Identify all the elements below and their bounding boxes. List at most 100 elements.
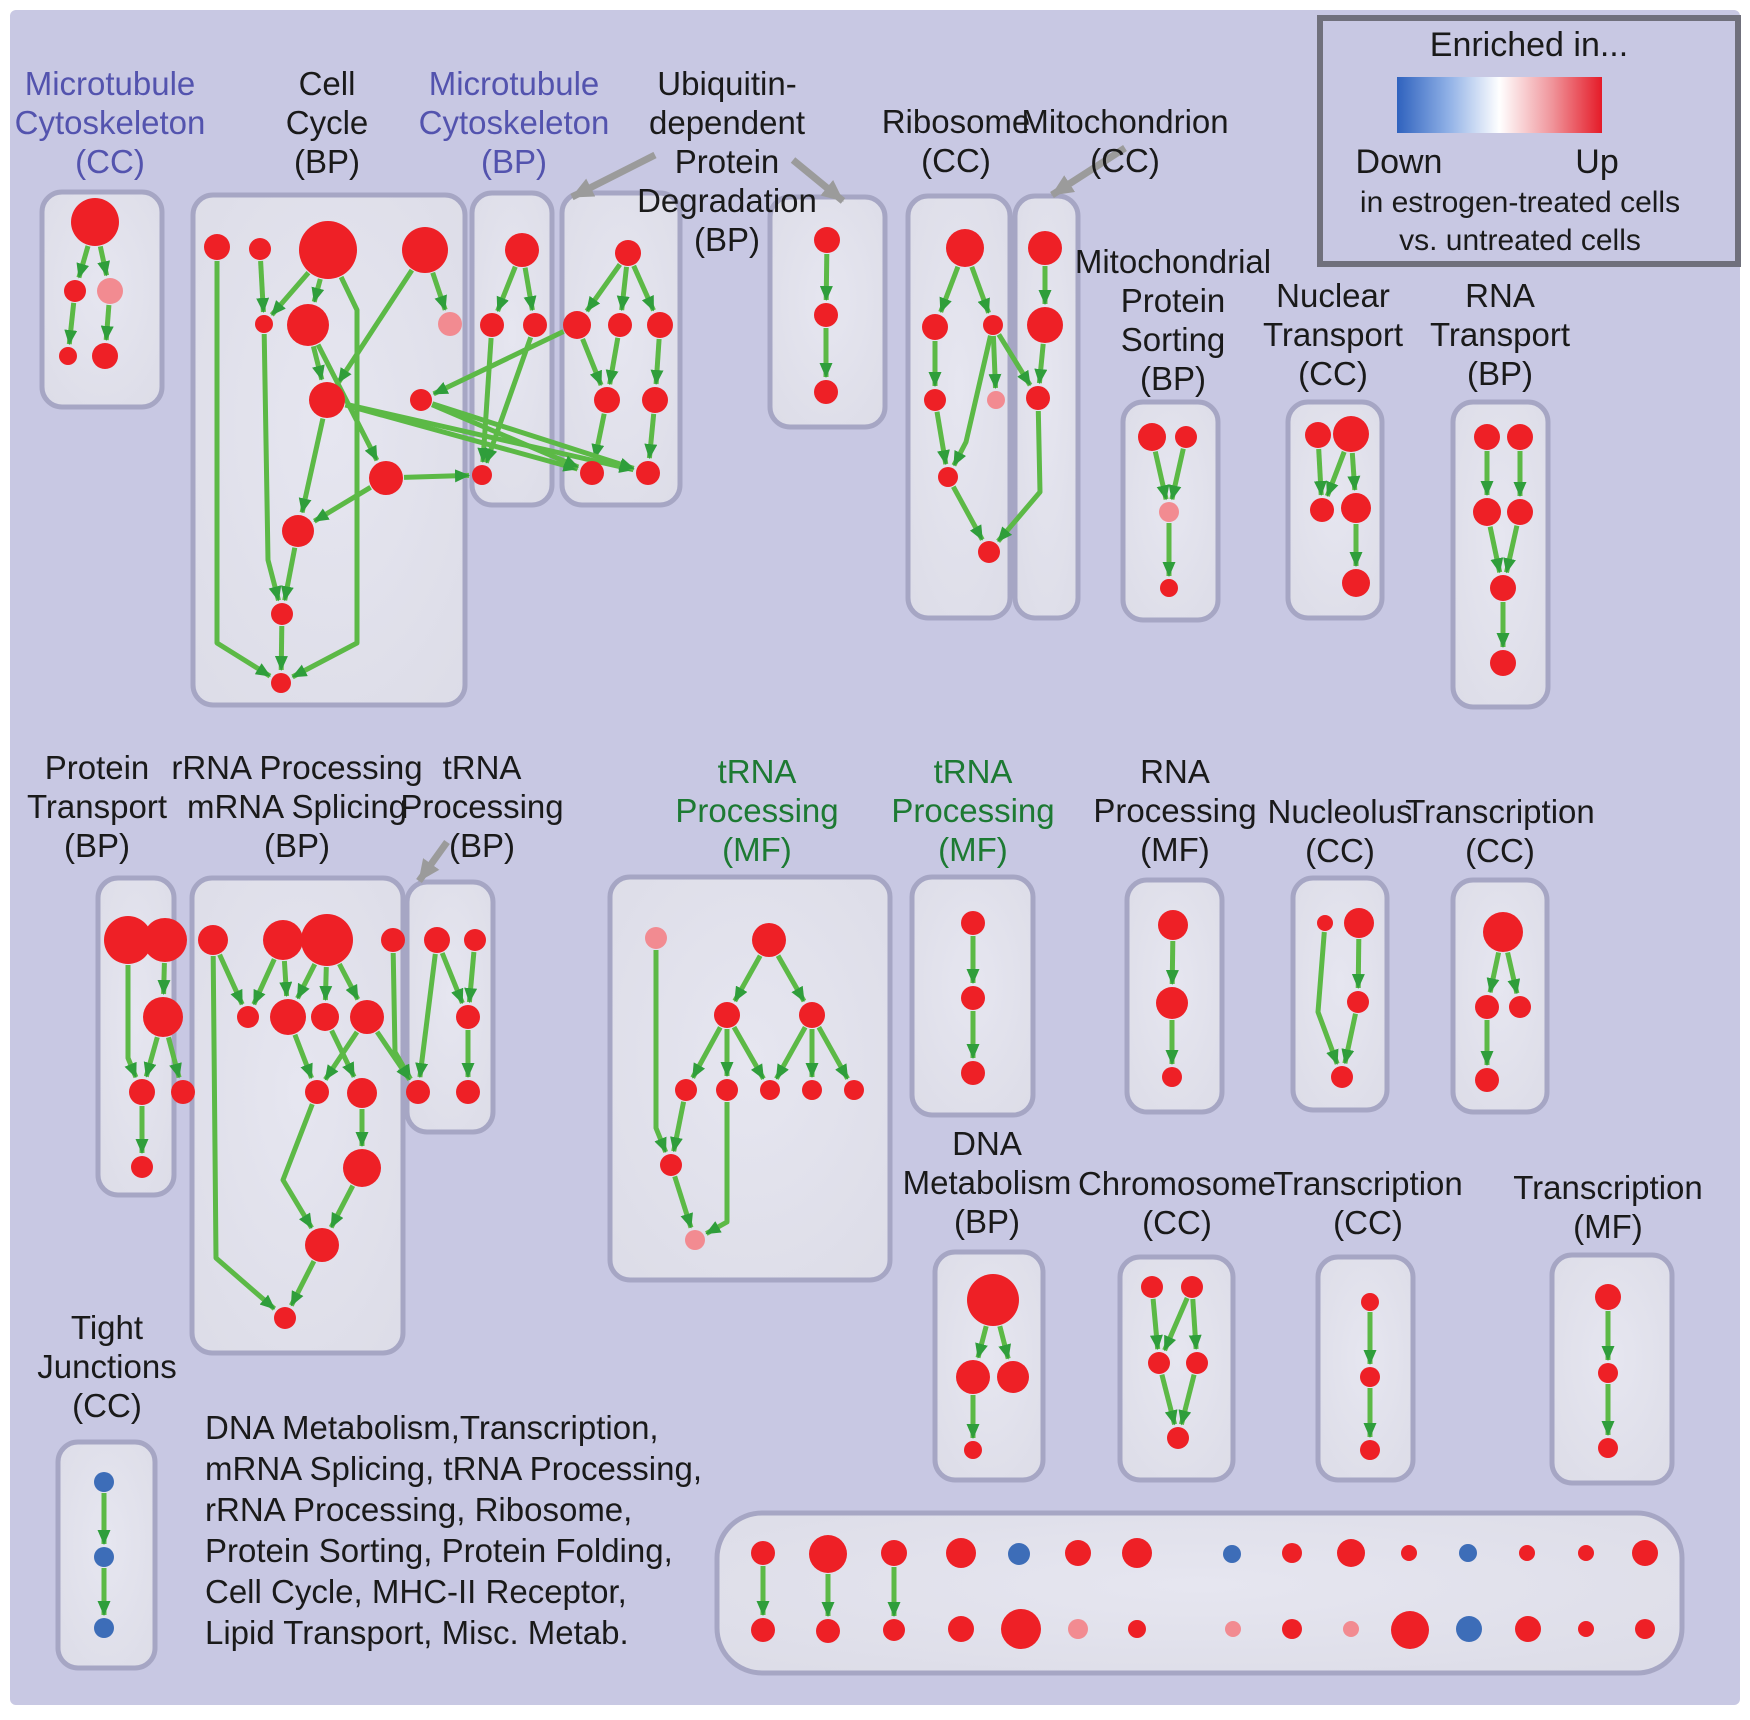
cluster-label-microtubule-cytoskeleton-cc: Cytoskeleton	[15, 104, 206, 141]
misc-category-line: Cell Cycle, MHC-II Receptor,	[205, 1573, 627, 1610]
edge-trna-processing-bp	[439, 952, 465, 1005]
edge-cell-cycle	[313, 485, 372, 524]
edge-rna-transport	[1503, 525, 1520, 574]
edge-microtubule-cc	[100, 304, 114, 341]
go-term-node-misc-strip	[948, 1616, 974, 1642]
cross-edge-ribosome-to-mitochondrion	[996, 333, 1033, 387]
go-term-node-protein-transport	[129, 1079, 155, 1105]
go-term-node-rrna-processing	[301, 914, 353, 966]
go-term-node-cell-cycle	[410, 389, 432, 411]
go-term-node-nuclear-transport	[1342, 569, 1370, 597]
edge-microtubule-cc	[64, 302, 78, 346]
go-term-node-trna-processing-mf-big	[799, 1002, 825, 1028]
cluster-label-protein-transport-bp: Transport	[27, 788, 167, 825]
go-term-node-ubiquitin-degradation-1	[580, 461, 604, 485]
cluster-label-mitochondrial-protein-sorting-bp: (BP)	[1140, 360, 1206, 397]
edge-nuclear-transport	[1324, 450, 1347, 497]
go-term-node-mitochondrion	[1026, 386, 1050, 410]
go-term-node-rrna-processing	[343, 1149, 381, 1187]
go-term-node-dna-metabolism	[997, 1361, 1029, 1393]
go-term-node-protein-transport	[131, 1156, 153, 1178]
cluster-label-microtubule-cytoskeleton-cc: (CC)	[75, 143, 145, 180]
go-term-node-cell-cycle	[369, 461, 403, 495]
edge-cell-cycle	[280, 547, 298, 602]
go-term-node-rna-transport	[1474, 424, 1500, 450]
edge-ubiquitin-degradation-1	[631, 264, 656, 312]
go-term-node-protein-transport	[143, 997, 183, 1037]
cluster-box-misc-strip	[714, 1510, 1685, 1676]
cluster-label-nucleolus-cc: (CC)	[1305, 832, 1375, 869]
go-term-node-transcription-cc-bottom	[1360, 1367, 1380, 1387]
cluster-label-trna-processing-bp: (BP)	[449, 827, 515, 864]
edge-ribosome	[938, 265, 961, 313]
go-term-node-ribosome	[978, 541, 1000, 563]
cluster-label-microtubule-cytoskeleton-cc: Microtubule	[25, 65, 196, 102]
edge-microtubule-cc	[76, 245, 91, 279]
go-term-node-ubiquitin-degradation-1	[563, 311, 591, 339]
go-term-node-cell-cycle	[299, 221, 357, 279]
go-term-node-misc-strip	[946, 1538, 976, 1568]
edge-rrna-processing	[323, 1030, 360, 1081]
go-term-node-cell-cycle	[249, 238, 271, 260]
cross-edge-cell-cycle-to-ubiquitin-degradation-1	[431, 401, 635, 471]
misc-category-line: Lipid Transport, Misc. Metab.	[205, 1614, 629, 1651]
cluster-label-chromosome-cc: Chromosome	[1078, 1165, 1276, 1202]
go-term-node-transcription-mf	[1595, 1284, 1621, 1310]
legend-gradient-bar	[1397, 77, 1602, 133]
go-term-node-cell-cycle	[271, 673, 291, 693]
cluster-label-ubiquitin-dependent-protein-degradation-bp: Ubiquitin-	[657, 65, 796, 102]
edge-cell-cycle	[298, 418, 326, 514]
go-term-node-misc-strip	[1008, 1543, 1030, 1565]
edge-microtubule-bp	[522, 267, 537, 312]
go-term-node-misc-strip	[809, 1535, 847, 1573]
cluster-label-tight-junctions-cc: (CC)	[72, 1387, 142, 1424]
go-term-node-trna-processing-mf-big	[844, 1080, 864, 1100]
edge-rrna-processing	[289, 1259, 317, 1307]
cluster-label-mitochondrion-cc: Mitochondrion	[1021, 103, 1228, 140]
cross-edge-mitochondrion-to-ribosome	[996, 410, 1043, 543]
go-term-node-trna-processing-mf-big	[660, 1154, 682, 1176]
cluster-label-trna-processing-mf-1: Processing	[675, 792, 838, 829]
edge-rrna-processing	[295, 962, 318, 1000]
go-term-node-nuclear-transport	[1333, 416, 1369, 452]
go-term-node-microtubule-cc	[97, 278, 123, 304]
go-term-node-protein-transport	[143, 918, 187, 962]
go-term-node-nucleolus	[1331, 1066, 1353, 1088]
go-term-node-transcription-cc-top	[1483, 912, 1523, 952]
cluster-label-dna-metabolism-bp: DNA	[952, 1125, 1022, 1162]
go-term-node-rrna-processing	[381, 928, 405, 952]
edge-cell-cycle	[274, 625, 288, 671]
go-term-node-rrna-processing	[198, 925, 228, 955]
go-term-node-rna-processing-mf	[1162, 1067, 1182, 1087]
go-term-node-microtubule-bp	[505, 233, 539, 267]
cluster-label-mitochondrion-cc: (CC)	[1090, 142, 1160, 179]
go-term-node-nuclear-transport	[1305, 422, 1331, 448]
go-term-node-rrna-processing	[237, 1006, 259, 1028]
edge-cell-cycle	[214, 261, 272, 679]
cluster-box-rna-transport	[1450, 399, 1551, 710]
cross-edge-cell-cycle-to-microtubule-bp	[403, 469, 470, 483]
label-pointer-arrows	[416, 145, 1127, 884]
edge-rrna-processing	[210, 955, 277, 1311]
cluster-label-rna-transport-bp: (BP)	[1467, 355, 1533, 392]
edge-cell-cycle	[336, 268, 414, 384]
go-term-node-trna-processing-mf-big	[714, 1002, 740, 1028]
go-term-node-ubiquitin-degradation-1	[615, 240, 641, 266]
go-term-node-transcription-mf	[1598, 1438, 1618, 1458]
edge-chromosome	[1178, 1373, 1197, 1426]
go-term-node-cell-cycle	[438, 312, 462, 336]
cluster-label-rna-processing-mf: Processing	[1093, 792, 1256, 829]
cluster-label-microtubule-cytoskeleton-bp: Microtubule	[429, 65, 600, 102]
go-term-node-ubiquitin-degradation-2	[814, 227, 840, 253]
go-term-node-microtubule-cc	[92, 343, 118, 369]
go-term-node-nuclear-transport	[1310, 498, 1334, 522]
cluster-label-ubiquitin-dependent-protein-degradation-bp: Protein	[675, 143, 780, 180]
cluster-label-trna-processing-mf-1: (MF)	[722, 831, 792, 868]
edge-trna-processing-mf-big	[774, 1025, 808, 1080]
go-term-node-chromosome	[1167, 1427, 1189, 1449]
edge-trna-processing-bp	[415, 953, 438, 1079]
edge-dna-metabolism	[975, 1325, 989, 1359]
go-term-node-ubiquitin-degradation-1	[608, 313, 632, 337]
legend: Enriched in... Down Up in estrogen-treated …	[1317, 15, 1741, 267]
go-term-node-misc-strip	[1223, 1545, 1241, 1563]
